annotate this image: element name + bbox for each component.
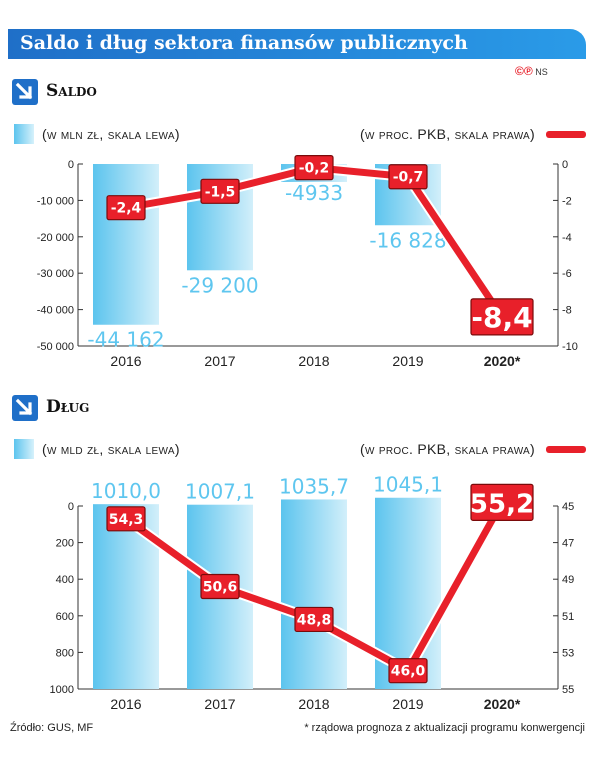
line-point-dlug: [200, 573, 240, 600]
legend-bar-label-dlug: (w mld zł, skala lewa): [42, 441, 180, 457]
line-point-dlug: [294, 606, 334, 633]
line-point-saldo: [294, 155, 334, 181]
section-title-dlug: Dług: [46, 397, 90, 417]
line-label-dlug: 55,2: [470, 489, 534, 519]
legend-bar-label-saldo: (w mln zł, skala lewa): [42, 126, 180, 142]
y-tick-right-saldo: -2: [562, 195, 572, 207]
y-tick-left-saldo: -20 000: [37, 232, 74, 244]
y-tick-right-saldo: -4: [562, 232, 572, 244]
y-tick-right-dlug: 47: [562, 538, 574, 550]
legend-line-label-dlug: (w proc. PKB, skala prawa): [360, 441, 535, 457]
y-tick-left-dlug: 600: [56, 611, 74, 623]
x-tick-saldo: 2016: [110, 353, 141, 369]
line-label-saldo: -0,2: [299, 161, 330, 177]
x-tick-dlug: 2018: [298, 696, 329, 712]
y-tick-right-dlug: 49: [562, 574, 574, 586]
y-tick-left-dlug: 400: [56, 574, 74, 586]
line-point-saldo: [106, 195, 146, 221]
y-tick-left-saldo: -40 000: [37, 305, 74, 317]
x-tick-dlug: 2019: [392, 696, 423, 712]
x-tick-dlug: 2016: [110, 696, 141, 712]
y-tick-left-saldo: -30 000: [37, 268, 74, 280]
arrow-down-right-icon: [12, 395, 38, 421]
line-point-dlug: [470, 483, 534, 521]
line-point-dlug: [388, 658, 428, 684]
bar-label-saldo: -44 162: [87, 328, 164, 352]
y-tick-right-saldo: -8: [562, 305, 572, 317]
y-tick-left-dlug: 0: [68, 501, 74, 513]
y-tick-left-dlug: 200: [56, 538, 74, 550]
dlug-chart: 0 45 200 47 400 49 600 51 800 53 1000 55 1010,0 1007,…: [50, 473, 575, 712]
x-tick-dlug: 2020*: [484, 696, 521, 712]
bar-label-saldo: -16 828: [369, 228, 446, 252]
y-tick-right-saldo: -10: [562, 341, 578, 353]
agency-label: NS: [535, 67, 548, 77]
y-tick-right-dlug: 55: [562, 684, 574, 696]
bar-label-saldo: -29 200: [181, 273, 258, 297]
y-tick-right-saldo: 0: [562, 159, 568, 171]
line-label-dlug: 54,3: [109, 512, 144, 528]
x-tick-saldo: 2019: [392, 353, 423, 369]
y-tick-left-saldo: 0: [68, 159, 74, 171]
x-tick-dlug: 2017: [204, 696, 235, 712]
line-label-saldo: -1,5: [205, 184, 236, 200]
legend-bar-swatch-dlug: [14, 439, 34, 459]
x-tick-saldo: 2017: [204, 353, 235, 369]
legend-line-swatch-saldo: [546, 131, 586, 138]
credit: ©℗ NS: [515, 64, 548, 78]
line-label-dlug: 50,6: [203, 580, 238, 596]
line-label-dlug: 46,0: [391, 664, 426, 680]
bar-saldo: [93, 164, 159, 325]
bar-dlug: [281, 499, 347, 689]
y-tick-left-saldo: -50 000: [37, 341, 74, 353]
page-title: Saldo i dług sektora finansów publicznyc…: [20, 32, 468, 54]
bar-label-dlug: 1007,1: [185, 480, 255, 504]
legend-line-swatch-dlug: [546, 446, 586, 453]
source-note: Źródło: GUS, MF: [10, 722, 94, 734]
y-tick-left-dlug: 1000: [50, 684, 74, 696]
line-label-saldo: -0,7: [393, 170, 424, 186]
y-tick-left-dlug: 800: [56, 647, 74, 659]
title-bar: Saldo i dług sektora finansów publicznyc…: [8, 29, 586, 59]
line-point-dlug: [106, 506, 146, 532]
line-label-saldo: -2,4: [111, 201, 142, 217]
bar-label-saldo: -4933: [285, 181, 343, 205]
footnote: * rządowa prognoza z aktualizacji progra…: [304, 722, 585, 734]
line-point-saldo: [388, 164, 428, 190]
bar-label-dlug: 1010,0: [91, 479, 161, 503]
y-tick-right-dlug: 51: [562, 611, 574, 623]
line-label-saldo: -8,4: [471, 301, 532, 334]
bar-label-dlug: 1045,1: [373, 473, 443, 497]
copyright-mark: ©℗: [515, 64, 533, 78]
x-tick-saldo: 2020*: [484, 353, 521, 369]
y-tick-right-dlug: 45: [562, 501, 574, 513]
y-tick-right-dlug: 53: [562, 647, 574, 659]
arrow-down-right-icon: [12, 79, 38, 105]
y-tick-left-saldo: -10 000: [37, 195, 74, 207]
saldo-chart: 0 0 -10 000 -2 -20 000 -4 -30 000 -6 -40 000 -8 -5…: [37, 155, 578, 369]
line-point-saldo: [470, 298, 534, 336]
y-tick-right-saldo: -6: [562, 268, 572, 280]
legend-line-label-saldo: (w proc. PKB, skala prawa): [360, 126, 535, 142]
section-title-saldo: Saldo: [46, 81, 97, 101]
bar-label-dlug: 1035,7: [279, 474, 349, 498]
line-point-saldo: [200, 178, 240, 204]
x-tick-saldo: 2018: [298, 353, 329, 369]
legend-bar-swatch-saldo: [14, 124, 34, 144]
line-label-dlug: 48,8: [297, 612, 332, 628]
